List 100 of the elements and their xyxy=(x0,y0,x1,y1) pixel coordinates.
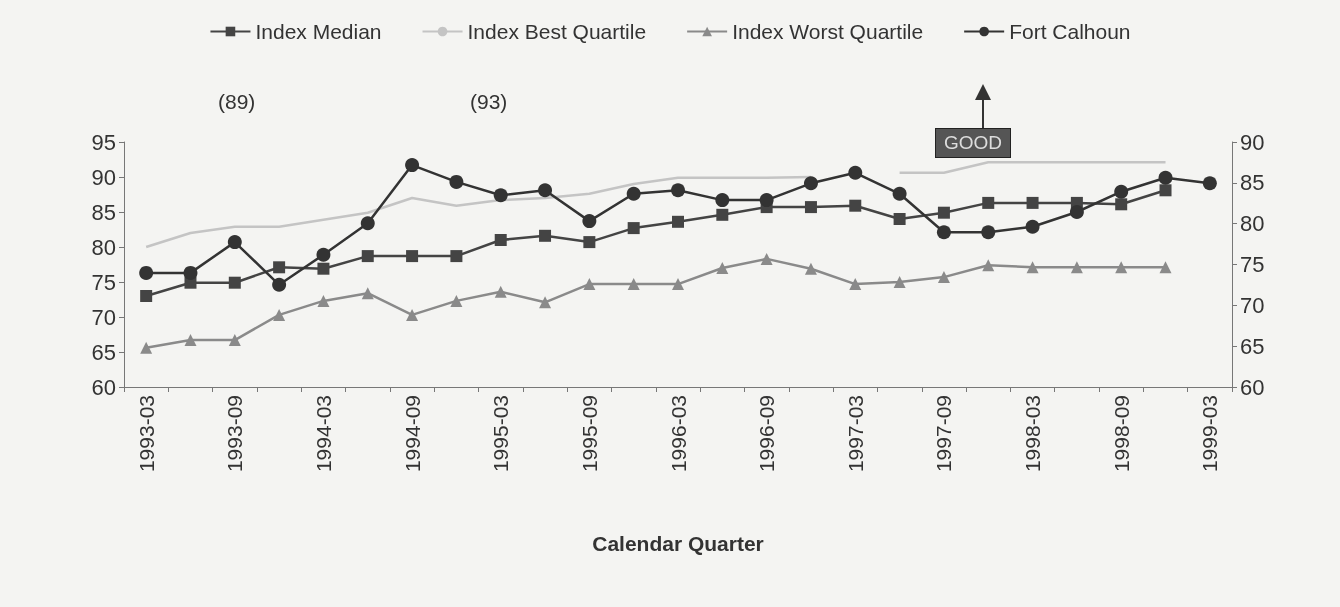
point xyxy=(450,250,463,263)
point xyxy=(450,294,463,307)
point xyxy=(1202,176,1217,191)
point xyxy=(1115,198,1128,211)
point xyxy=(982,196,995,209)
point xyxy=(583,278,596,291)
point xyxy=(804,201,817,214)
point xyxy=(1070,261,1083,274)
point xyxy=(1159,261,1172,274)
point xyxy=(360,216,375,231)
x-tick-label: 1993-03 xyxy=(134,395,158,473)
point xyxy=(936,225,951,240)
point xyxy=(228,334,241,347)
point xyxy=(893,213,906,225)
point xyxy=(183,265,198,280)
y2-tick-label: 60 xyxy=(1240,374,1265,400)
point xyxy=(449,174,464,189)
point xyxy=(626,186,641,201)
point xyxy=(892,186,907,201)
point xyxy=(671,183,685,198)
legend-label: Index Best Quartile xyxy=(467,20,647,43)
point xyxy=(361,250,374,263)
x-tick-label: 1998-03 xyxy=(1021,395,1045,473)
point xyxy=(1026,261,1039,274)
point xyxy=(849,278,862,291)
point xyxy=(316,247,331,262)
legend-label: Index Median xyxy=(255,20,382,43)
y2-tick-label: 80 xyxy=(1240,211,1265,237)
y2-tick-label: 70 xyxy=(1240,292,1265,318)
point xyxy=(273,308,286,321)
point xyxy=(494,285,507,298)
point xyxy=(317,262,330,275)
y2-tick-label: 90 xyxy=(1240,129,1265,155)
point xyxy=(1158,170,1173,185)
y-tick-label: 65 xyxy=(91,339,116,365)
x-axis-title: Calendar Quarter xyxy=(592,532,764,555)
point xyxy=(893,276,906,288)
annotation: GOOD xyxy=(935,128,1012,158)
point xyxy=(493,188,508,203)
y-tick-label: 70 xyxy=(91,304,116,330)
point xyxy=(672,215,684,228)
point xyxy=(759,193,774,208)
x-tick-label: 1998-09 xyxy=(1109,395,1133,473)
point xyxy=(627,278,640,291)
point xyxy=(405,158,420,173)
x-tick-label: 1997-09 xyxy=(932,395,956,473)
point xyxy=(1159,184,1172,197)
point xyxy=(227,235,242,250)
point xyxy=(317,294,330,307)
point xyxy=(272,277,287,292)
point xyxy=(538,183,553,198)
point xyxy=(583,236,596,249)
x-tick-label: 1996-09 xyxy=(755,395,779,473)
y-tick-label: 75 xyxy=(91,269,116,295)
x-tick-label: 1993-09 xyxy=(223,395,247,473)
point xyxy=(539,229,552,242)
legend-label: Index Worst Quartile xyxy=(732,20,924,43)
y-tick-label: 80 xyxy=(91,234,116,260)
x-tick-label: 1995-09 xyxy=(577,395,601,473)
point xyxy=(1069,205,1084,219)
point xyxy=(1115,261,1128,274)
point xyxy=(849,199,862,212)
text: (89) xyxy=(218,90,256,114)
x-tick-label: 1999-03 xyxy=(1198,395,1222,473)
point xyxy=(848,165,863,180)
x-tick-label: 1994-09 xyxy=(400,395,424,473)
x-tick-label: 1997-03 xyxy=(843,395,867,473)
point xyxy=(672,278,684,291)
point xyxy=(1025,219,1040,234)
point xyxy=(1026,196,1039,209)
point xyxy=(981,225,996,240)
point xyxy=(494,234,507,246)
point xyxy=(982,259,995,272)
point xyxy=(804,262,817,275)
point xyxy=(937,206,950,219)
point xyxy=(406,308,419,321)
legend-label: Fort Calhoun xyxy=(1009,20,1131,43)
point xyxy=(715,193,730,208)
text: (93) xyxy=(470,90,508,114)
point xyxy=(627,222,640,235)
point xyxy=(937,271,950,284)
point xyxy=(716,262,729,274)
y2-tick-label: 75 xyxy=(1240,252,1265,277)
x-tick-label: 1994-03 xyxy=(311,395,335,473)
point xyxy=(273,261,286,274)
y-tick-label: 90 xyxy=(91,164,116,190)
point xyxy=(406,250,419,263)
x-tick-label: 1995-03 xyxy=(489,395,513,473)
point xyxy=(760,252,773,265)
y2-tick-label: 85 xyxy=(1240,170,1265,196)
point xyxy=(139,265,154,280)
point xyxy=(184,334,197,347)
point xyxy=(716,208,729,221)
x-tick-label: 1996-03 xyxy=(666,395,690,473)
point xyxy=(228,276,241,289)
point xyxy=(361,287,374,300)
y-tick-label: 95 xyxy=(91,129,116,155)
point xyxy=(140,290,153,302)
point xyxy=(582,214,597,229)
point xyxy=(539,296,552,309)
